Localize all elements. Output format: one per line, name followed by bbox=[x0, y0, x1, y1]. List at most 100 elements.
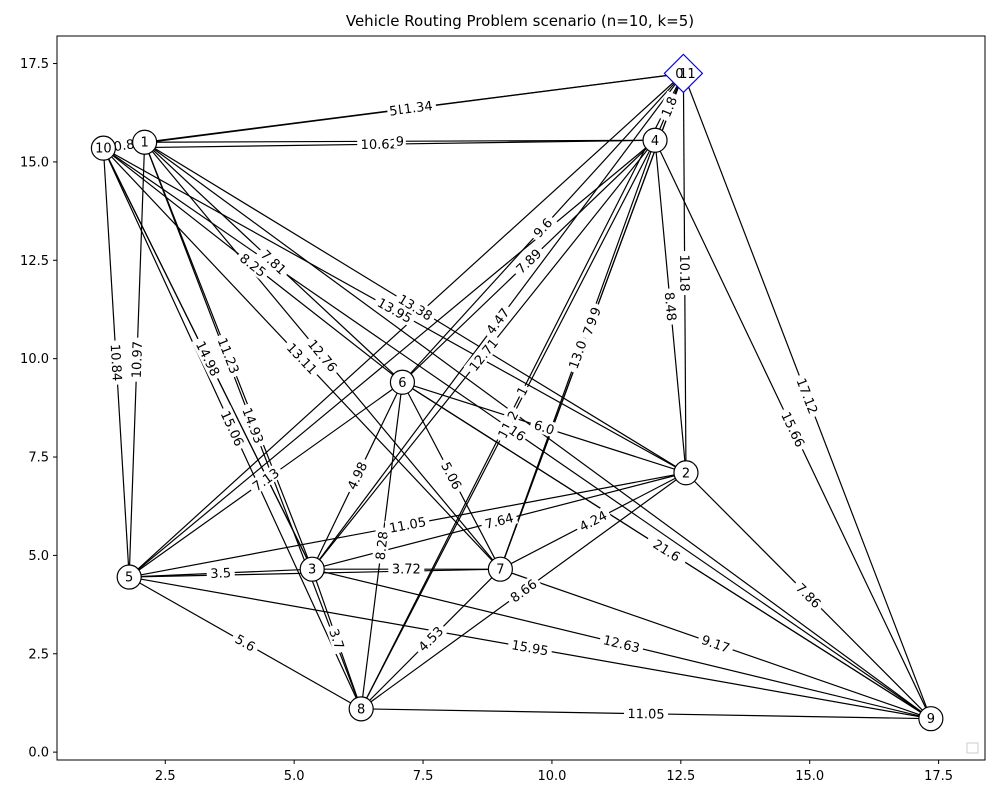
node-4 bbox=[642, 127, 668, 153]
edge-label-background bbox=[436, 456, 467, 495]
edge-weight-text: 4.98 bbox=[345, 460, 371, 493]
edge-label-background bbox=[342, 456, 372, 495]
edge-label-background bbox=[792, 372, 823, 420]
edge-label-5-3: 3.5 bbox=[206, 564, 235, 582]
edge-weight-text: 0.8 bbox=[113, 137, 136, 155]
edge-label-0-10: 5 bbox=[386, 102, 401, 120]
edge-weight-text: 11.34 bbox=[395, 99, 434, 119]
depot-marker bbox=[663, 53, 704, 94]
edge-weight-text: 10.18 bbox=[676, 254, 691, 291]
edge-label-background bbox=[388, 561, 425, 577]
node-10 bbox=[90, 135, 117, 161]
node-9 bbox=[918, 706, 944, 732]
edge-label-3-9: 12.63 bbox=[598, 630, 645, 657]
edge-label-background bbox=[384, 512, 431, 536]
edge-label-background bbox=[391, 97, 437, 118]
edge-label-3-2: 7.64 bbox=[479, 508, 519, 533]
edge-weight-text: 13.0 bbox=[567, 339, 591, 371]
edge-label-3-7: 3.72 bbox=[388, 561, 425, 578]
edge-label-11-7: 9 bbox=[582, 312, 601, 330]
edge-label-11-1: 11.34 bbox=[391, 97, 437, 119]
edge-label-background bbox=[386, 102, 401, 119]
edge-label-background bbox=[303, 333, 343, 378]
edge-label-5-8: 5.6 bbox=[229, 629, 262, 656]
edge-label-11-9: 17.12 bbox=[792, 372, 823, 420]
edge-weight-text: 5.06 bbox=[437, 460, 464, 493]
edge-label-background bbox=[255, 244, 293, 280]
edge-label-8-9: 11.05 bbox=[623, 705, 669, 723]
edge-label-background bbox=[573, 505, 613, 536]
route-edge-labels: 11.34510.6290.81.810.1817.129.64.4715.66… bbox=[107, 90, 827, 723]
edge-label-3-8: 3.7 bbox=[325, 623, 349, 655]
edge-label-4-9: 15.66 bbox=[777, 406, 810, 453]
edge-weight-text: 9.17 bbox=[699, 633, 731, 657]
y-tick-label: 5.0 bbox=[28, 549, 49, 564]
edge-weight-text: 10.97 bbox=[130, 341, 146, 379]
node-label-0: 0 bbox=[675, 67, 683, 82]
edge-label-background bbox=[512, 382, 532, 400]
node-label-4: 4 bbox=[651, 134, 659, 149]
edge-label-5-2: 11.05 bbox=[384, 512, 431, 537]
x-tick-label: 7.5 bbox=[413, 769, 434, 784]
node-3 bbox=[299, 556, 325, 582]
edge-label-background bbox=[504, 421, 530, 445]
edge-label-11-8: 1 bbox=[512, 382, 532, 400]
edge-label-background bbox=[598, 630, 645, 656]
x-axis-ticks: 2.5 5.0 7.5 10.0 12.5 15.0 17.5 bbox=[155, 760, 953, 784]
edge-label-4-1: 9 bbox=[393, 133, 406, 150]
node-label-11: 11 bbox=[679, 67, 696, 82]
edge-11-5 bbox=[128, 72, 684, 578]
node-8 bbox=[348, 696, 374, 722]
edge-label-background bbox=[281, 337, 323, 380]
edge-4-5 bbox=[128, 139, 656, 578]
edge-weight-text: 3.5 bbox=[210, 566, 231, 582]
edge-weight-text: 3.72 bbox=[392, 563, 421, 578]
y-tick-label: 10.0 bbox=[20, 352, 49, 367]
edge-label-6-7: 5.06 bbox=[436, 456, 467, 495]
edge-label-background bbox=[527, 212, 558, 243]
y-tick-label: 15.0 bbox=[20, 155, 49, 170]
edge-label-background bbox=[109, 135, 139, 155]
edge-label-11-2: 10.18 bbox=[676, 251, 693, 296]
edge-weight-text: 15.66 bbox=[777, 410, 807, 450]
edge-label-background bbox=[238, 402, 269, 449]
edge-label-1-6: 7.81 bbox=[255, 244, 293, 280]
edge-label-4-7: 13.0 bbox=[564, 335, 591, 375]
node-1 bbox=[132, 129, 158, 155]
edge-label-background bbox=[246, 462, 285, 496]
edge-weight-text: 3.7 bbox=[325, 627, 346, 651]
edge-label-background bbox=[504, 573, 543, 608]
edge-weight-text: 11.05 bbox=[627, 707, 664, 723]
edge-label-background bbox=[213, 332, 244, 379]
edge-label-background bbox=[357, 135, 402, 152]
node-2 bbox=[673, 460, 699, 486]
edge-label-background bbox=[777, 406, 810, 453]
edge-label-6-3: 4.98 bbox=[342, 456, 372, 495]
x-tick-label: 10.0 bbox=[537, 769, 566, 784]
y-tick-label: 17.5 bbox=[20, 57, 49, 72]
edge-label-7-2: 4.24 bbox=[573, 505, 613, 536]
edge-weight-text: 10.84 bbox=[107, 344, 124, 382]
edge-weight-text: 15.95 bbox=[510, 638, 549, 659]
edge-label-10-5: 10.84 bbox=[107, 340, 126, 385]
y-tick-label: 12.5 bbox=[20, 254, 49, 269]
y-tick-label: 7.5 bbox=[28, 451, 49, 466]
edge-label-background bbox=[229, 629, 262, 656]
edge-label-background bbox=[325, 623, 349, 655]
edge-label-background bbox=[371, 526, 392, 565]
y-tick-label: 0.0 bbox=[28, 746, 49, 761]
edge-label-background bbox=[492, 404, 523, 444]
edge-label-background bbox=[528, 415, 560, 439]
node-label-3: 3 bbox=[308, 563, 316, 578]
edge-weight-text: 5 bbox=[388, 104, 398, 120]
edge-weight-text: 6.0 bbox=[532, 418, 556, 439]
edge-label-5-9: 15.95 bbox=[507, 636, 554, 659]
edge-label-1-5: 10.97 bbox=[128, 337, 146, 382]
edge-label-background bbox=[480, 302, 515, 340]
edge-label-background bbox=[393, 133, 406, 149]
chart-title: Vehicle Routing Problem scenario (n=10, … bbox=[346, 12, 694, 30]
edge-weight-text: 9 bbox=[396, 135, 404, 150]
node-6 bbox=[389, 369, 416, 395]
edge-label-background bbox=[392, 289, 439, 325]
